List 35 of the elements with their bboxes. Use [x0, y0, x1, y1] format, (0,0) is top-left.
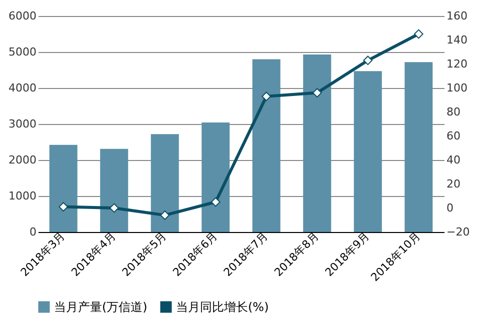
y-tick-label: 5000	[8, 46, 36, 58]
bar	[354, 71, 382, 232]
y2-tick-label: 20	[446, 178, 460, 190]
y2-tick-label: 60	[446, 130, 460, 142]
bar	[303, 54, 332, 232]
y2-tick-label: −20	[446, 226, 470, 238]
bar	[100, 148, 128, 232]
y-tick-label: 1000	[8, 190, 36, 202]
y2-tick-label: 80	[446, 106, 460, 118]
point	[58, 202, 68, 212]
y-tick-label: 3000	[8, 118, 36, 130]
y-tick-label: 6000	[8, 10, 36, 22]
legend-label: 当月同比增长(%)	[176, 300, 269, 314]
y-tick-label: 0	[30, 226, 36, 238]
point	[363, 56, 373, 66]
bar	[49, 144, 78, 232]
y2-tick-label: 140	[446, 34, 468, 46]
legend-label: 当月产量(万信道)	[54, 300, 148, 314]
y-tick-label: 2000	[8, 154, 36, 166]
y2-tick-label: 40	[446, 154, 460, 166]
y-tick-label: 4000	[8, 82, 36, 94]
bar	[404, 62, 433, 232]
y2-tick-label: 100	[446, 82, 468, 94]
bar	[150, 134, 179, 232]
bar	[252, 59, 280, 232]
point	[312, 88, 322, 98]
point	[160, 210, 170, 220]
point	[414, 29, 424, 39]
y2-tick-label: 0	[446, 202, 454, 214]
point	[210, 197, 220, 207]
y2-tick-label: 160	[446, 10, 468, 22]
point	[109, 203, 119, 213]
point	[262, 92, 272, 102]
bar	[202, 122, 230, 232]
y2-tick-label: 120	[446, 58, 468, 70]
